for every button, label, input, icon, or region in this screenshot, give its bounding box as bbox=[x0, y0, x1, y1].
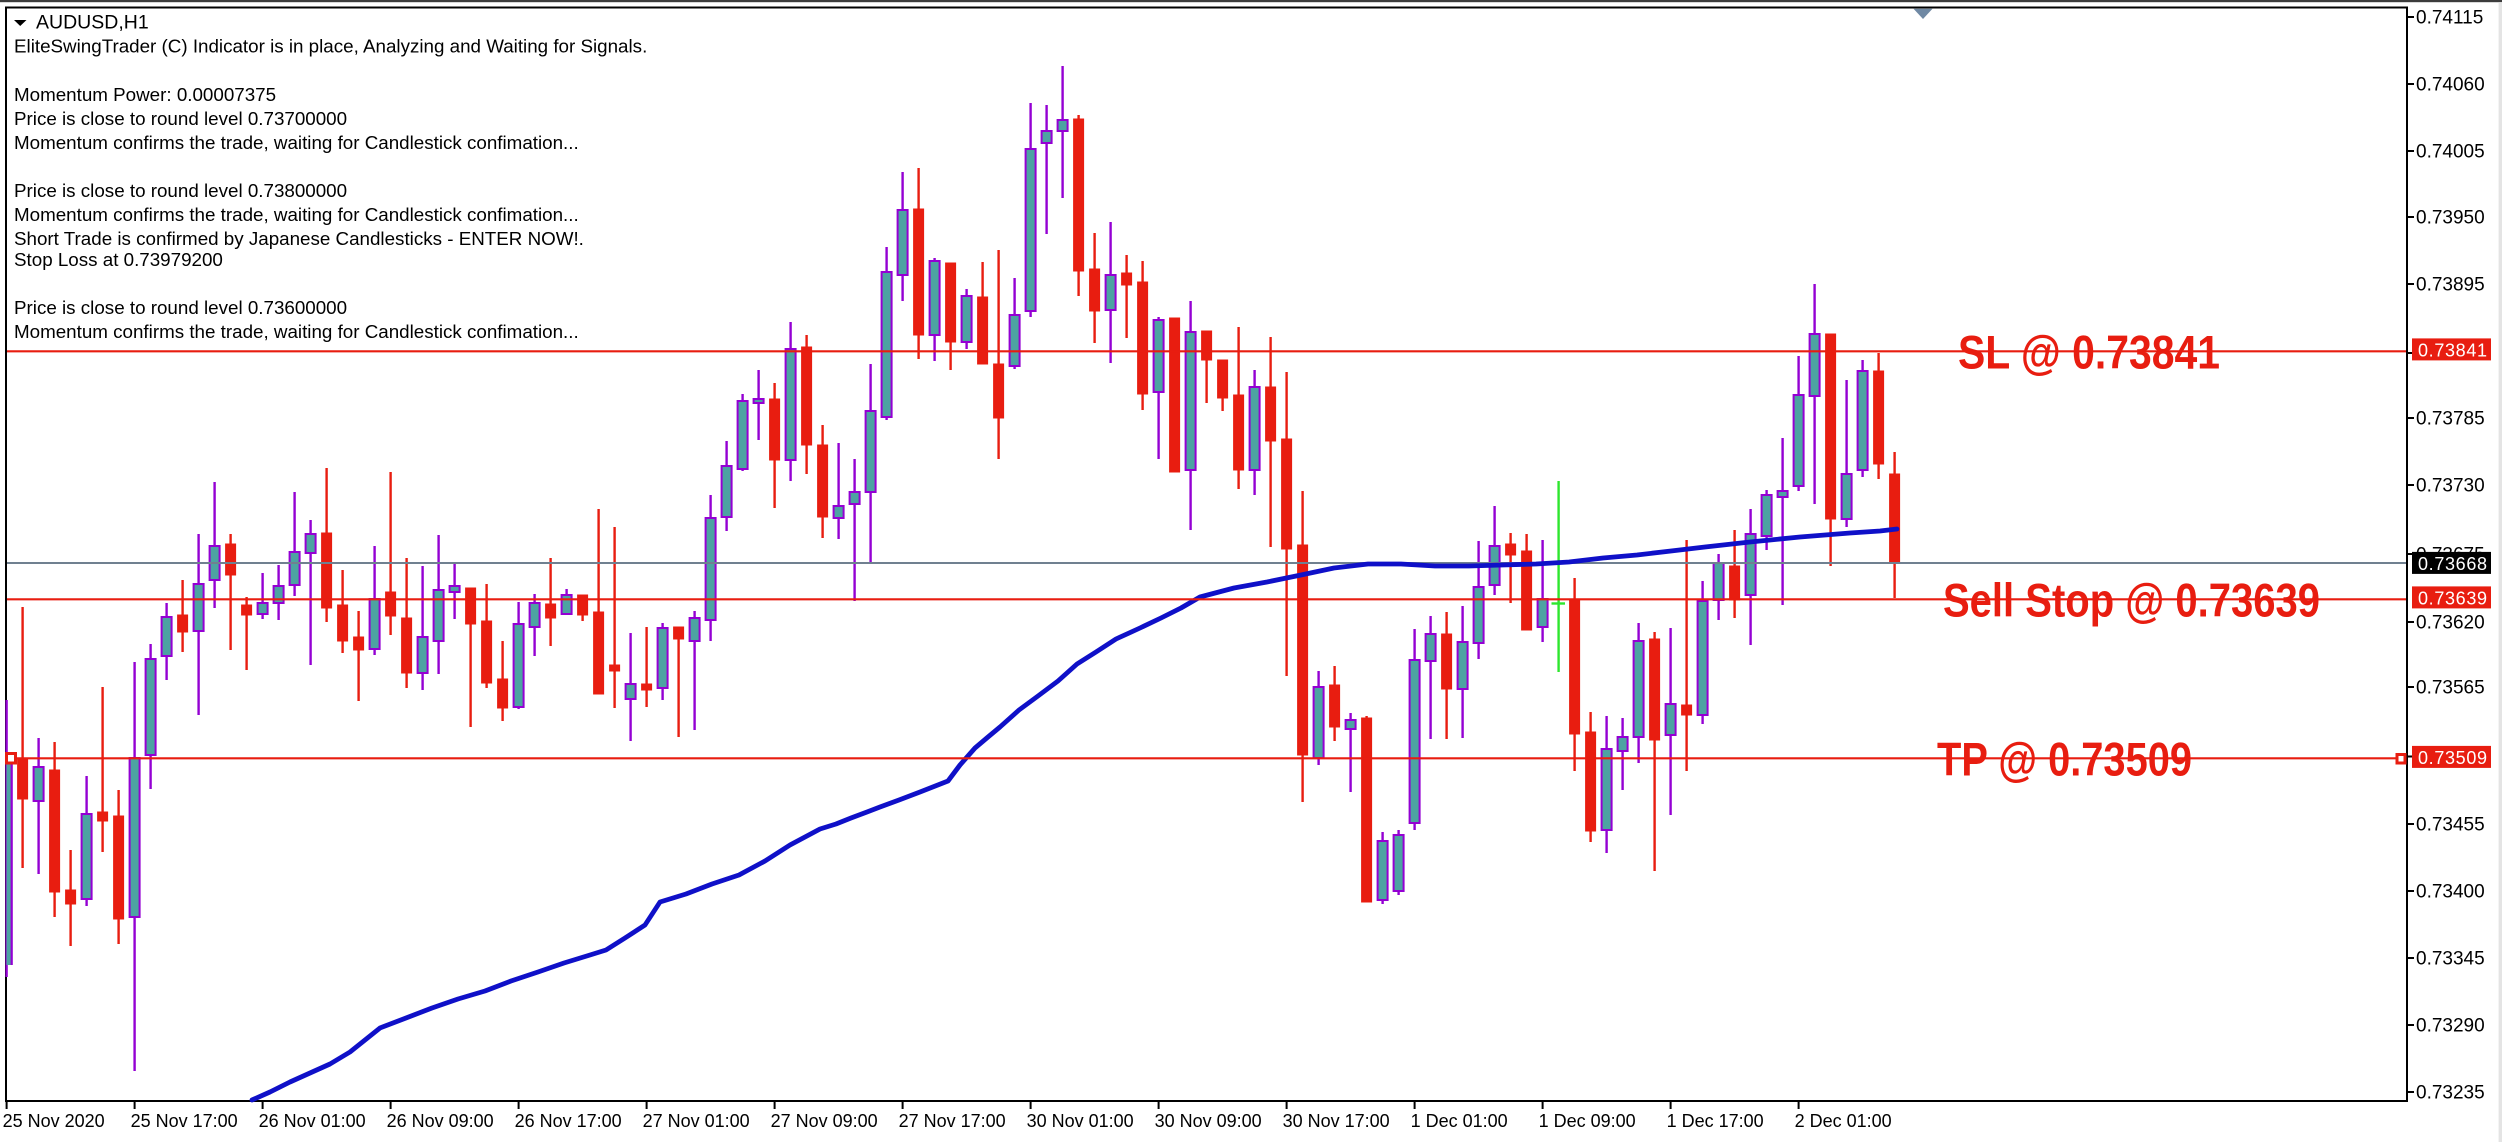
svg-text:0.73509: 0.73509 bbox=[2418, 748, 2487, 768]
svg-text:EliteSwingTrader (C) Indicator: EliteSwingTrader (C) Indicator is in pla… bbox=[14, 36, 647, 57]
svg-text:0.74060: 0.74060 bbox=[2416, 75, 2485, 96]
svg-text:AUDUSD,H1: AUDUSD,H1 bbox=[36, 12, 149, 34]
svg-text:Momentum confirms the trade, w: Momentum confirms the trade, waiting for… bbox=[14, 132, 579, 153]
svg-text:30 Nov 01:00: 30 Nov 01:00 bbox=[1027, 1111, 1134, 1131]
svg-text:0.73400: 0.73400 bbox=[2416, 882, 2485, 903]
svg-text:0.73895: 0.73895 bbox=[2416, 275, 2485, 296]
svg-text:0.73455: 0.73455 bbox=[2416, 815, 2485, 836]
svg-text:0.73290: 0.73290 bbox=[2416, 1016, 2485, 1037]
svg-text:0.74115: 0.74115 bbox=[2416, 8, 2483, 29]
svg-text:Momentum confirms the trade, w: Momentum confirms the trade, waiting for… bbox=[14, 204, 579, 225]
svg-text:0.73785: 0.73785 bbox=[2416, 409, 2485, 430]
svg-text:0.73950: 0.73950 bbox=[2416, 208, 2485, 229]
svg-text:0.73345: 0.73345 bbox=[2416, 949, 2485, 970]
svg-text:30 Nov 09:00: 30 Nov 09:00 bbox=[1155, 1111, 1262, 1131]
svg-text:0.73841: 0.73841 bbox=[2418, 340, 2487, 360]
svg-text:0.73639: 0.73639 bbox=[2418, 588, 2487, 608]
svg-text:26 Nov 01:00: 26 Nov 01:00 bbox=[259, 1111, 366, 1131]
svg-text:SL @ 0.73841: SL @ 0.73841 bbox=[1958, 326, 2220, 379]
svg-text:0.73730: 0.73730 bbox=[2416, 476, 2485, 497]
svg-text:25 Nov 17:00: 25 Nov 17:00 bbox=[131, 1111, 238, 1131]
svg-text:27 Nov 09:00: 27 Nov 09:00 bbox=[771, 1111, 878, 1131]
svg-text:25 Nov 2020: 25 Nov 2020 bbox=[3, 1111, 105, 1131]
svg-text:2 Dec 01:00: 2 Dec 01:00 bbox=[1795, 1111, 1892, 1131]
svg-text:0.74005: 0.74005 bbox=[2416, 142, 2485, 163]
svg-text:Price is close to round level: Price is close to round level 0.73700000 bbox=[14, 108, 347, 129]
svg-text:Sell Stop @ 0.73639: Sell Stop @ 0.73639 bbox=[1943, 573, 2320, 626]
svg-text:Momentum confirms the trade, w: Momentum confirms the trade, waiting for… bbox=[14, 321, 579, 342]
svg-text:1 Dec 17:00: 1 Dec 17:00 bbox=[1667, 1111, 1764, 1131]
svg-text:30 Nov 17:00: 30 Nov 17:00 bbox=[1283, 1111, 1390, 1131]
svg-text:TP @ 0.73509: TP @ 0.73509 bbox=[1937, 733, 2192, 786]
svg-text:1 Dec 01:00: 1 Dec 01:00 bbox=[1411, 1111, 1508, 1131]
svg-text:Stop Loss at 0.73979200: Stop Loss at 0.73979200 bbox=[14, 249, 223, 270]
svg-text:0.73565: 0.73565 bbox=[2416, 678, 2485, 699]
svg-text:Price is close to round level: Price is close to round level 0.73600000 bbox=[14, 297, 347, 318]
svg-text:Momentum Power: 0.00007375: Momentum Power: 0.00007375 bbox=[14, 84, 276, 105]
svg-text:0.73668: 0.73668 bbox=[2418, 554, 2487, 574]
svg-text:27 Nov 17:00: 27 Nov 17:00 bbox=[899, 1111, 1006, 1131]
svg-text:Short Trade is confirmed by Ja: Short Trade is confirmed by Japanese Can… bbox=[14, 228, 584, 249]
svg-text:Price is close to round level: Price is close to round level 0.73800000 bbox=[14, 180, 347, 201]
svg-text:1 Dec 09:00: 1 Dec 09:00 bbox=[1539, 1111, 1636, 1131]
svg-text:27 Nov 01:00: 27 Nov 01:00 bbox=[643, 1111, 750, 1131]
svg-text:26 Nov 09:00: 26 Nov 09:00 bbox=[387, 1111, 494, 1131]
svg-text:26 Nov 17:00: 26 Nov 17:00 bbox=[515, 1111, 622, 1131]
svg-text:0.73235: 0.73235 bbox=[2416, 1083, 2485, 1104]
svg-text:0.73620: 0.73620 bbox=[2416, 613, 2485, 634]
